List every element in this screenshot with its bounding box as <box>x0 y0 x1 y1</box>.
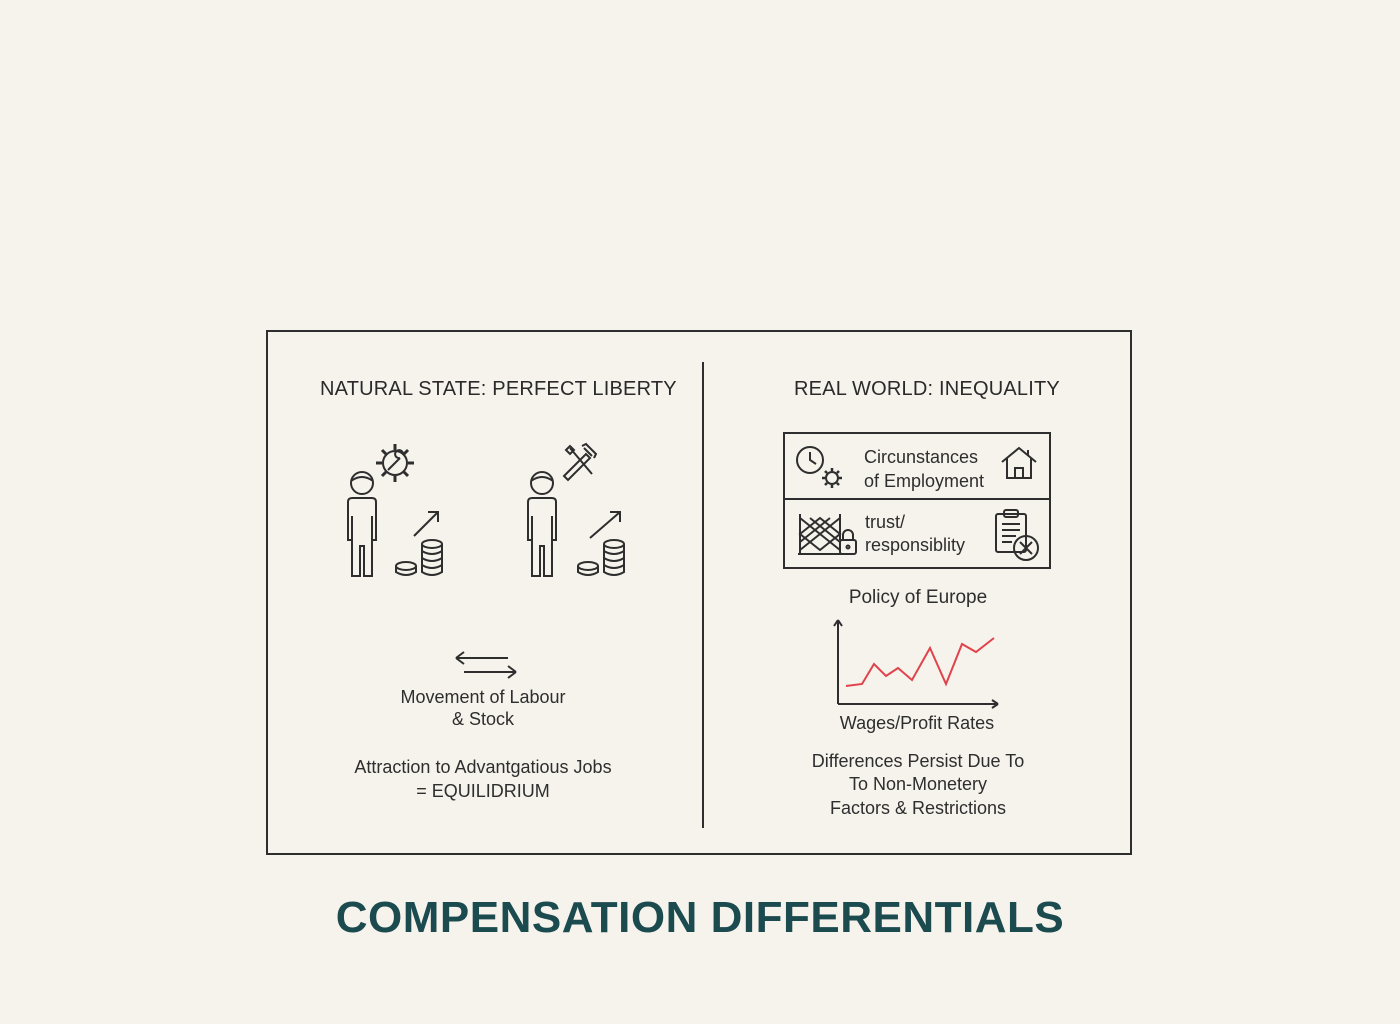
right-heading: REAL WORLD: INEQUALITY <box>794 378 1060 400</box>
diagram-frame <box>266 330 1132 855</box>
tools-icon <box>558 442 598 482</box>
coins-icon <box>394 508 450 580</box>
panel-divider <box>702 362 704 828</box>
diff-line1: Differences Persist Due To <box>811 751 1025 771</box>
movement-line1: Movement of Labour <box>400 687 566 707</box>
person-icon-2 <box>518 468 566 580</box>
factor-box <box>783 432 1051 569</box>
clipboard-x-icon <box>994 508 1042 564</box>
policy-label: Policy of Europe <box>848 587 988 608</box>
box-row2-line1: trust/ <box>865 512 906 532</box>
diff-line2: To Non-Monetery <box>848 774 988 794</box>
attraction-line2: = EQUILIDRIUM <box>416 781 550 801</box>
page-title: COMPENSATION DIFFERENTIALS <box>335 893 1065 942</box>
chart-xlabel: Wages/Profit Rates <box>839 713 995 733</box>
exchange-arrows-icon <box>454 650 520 680</box>
wage-line-chart <box>830 614 1006 710</box>
movement-line2: & Stock <box>451 709 515 729</box>
left-heading: NATURAL STATE: PERFECT LIBERTY <box>320 378 677 400</box>
attraction-line1: Attraction to Advantgatious Jobs <box>354 757 612 777</box>
factor-box-divider <box>785 498 1049 500</box>
diff-line3: Factors & Restrictions <box>829 798 1007 818</box>
box-row1-line1: Circunstances <box>864 447 979 467</box>
box-row1-line2: of Employment <box>864 471 985 491</box>
person-icon <box>338 468 386 580</box>
clock-gear-icon <box>794 444 848 490</box>
gear-wrench-icon <box>372 440 418 486</box>
fence-lock-icon <box>796 510 860 558</box>
house-icon <box>1000 446 1038 480</box>
coins-icon-2 <box>576 508 632 580</box>
box-row2-line2: responsiblity <box>865 535 966 555</box>
